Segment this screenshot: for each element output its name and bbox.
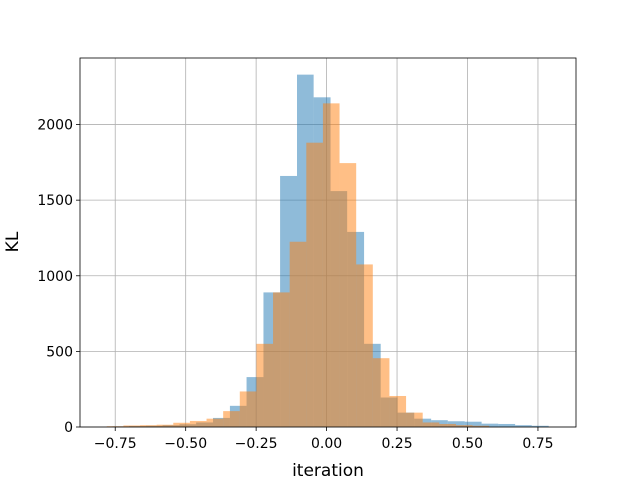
histogram-bar-series-2 [223, 411, 240, 427]
histogram-bar-series-2 [389, 395, 407, 427]
histogram-bar-series-2 [173, 422, 190, 427]
plot-frame [79, 57, 577, 428]
histogram-bar-series-2 [289, 241, 307, 427]
x-tick-label: −0.75 [94, 436, 137, 452]
histogram-bar-series-2 [472, 425, 490, 427]
histogram-bar-series-2 [406, 412, 423, 427]
histogram-bar-series-2 [206, 418, 224, 427]
x-tick-label: −0.25 [235, 436, 278, 452]
histogram-bar-series-1 [531, 425, 549, 427]
x-tick-label: 0.50 [452, 436, 483, 452]
histogram-bar-series-2 [372, 358, 390, 427]
histogram-bar-series-2 [189, 420, 207, 427]
histogram-bar-series-2 [306, 142, 323, 427]
histogram-bar-series-2 [356, 264, 373, 427]
histogram-bar-series-2 [156, 424, 174, 427]
histogram-bar-series-1 [481, 423, 499, 427]
histogram-bar-series-2 [439, 423, 456, 427]
y-tick-label: 2000 [37, 118, 73, 134]
histogram-bars [106, 74, 549, 428]
histogram-bar-series-1 [464, 421, 482, 427]
histogram-bar-series-2 [140, 425, 157, 427]
x-tick-label: 0.25 [381, 436, 412, 452]
histogram-bar-series-1 [498, 423, 516, 427]
histogram-bar-series-1 [431, 420, 448, 427]
histogram-bar-series-2 [123, 425, 141, 427]
histogram-bar-series-2 [422, 422, 440, 427]
x-axis-label: iteration [292, 461, 364, 480]
histogram-bar-series-2 [239, 391, 257, 427]
histogram-bar-series-1 [447, 421, 465, 427]
histogram-bar-series-2 [322, 103, 340, 428]
y-tick-label: 1500 [37, 193, 73, 209]
histogram-bar-series-2 [256, 343, 274, 427]
x-tick-label: −0.50 [164, 436, 207, 452]
x-tick-label: 0.00 [311, 436, 342, 452]
histogram-bar-series-2 [339, 163, 357, 428]
y-tick-label: 1000 [37, 269, 73, 285]
histogram-bar-series-2 [455, 425, 473, 427]
y-tick-label: 500 [46, 344, 73, 360]
histogram-bar-series-2 [273, 292, 290, 427]
x-tick-label: 0.75 [522, 436, 553, 452]
histogram-bar-series-1 [515, 425, 532, 427]
y-tick-label: 0 [64, 420, 73, 436]
x-axis-ticks: −0.75 −0.50 −0.25 0.00 0.25 0.50 0.75 [94, 427, 554, 452]
y-axis-ticks: 0 500 1000 1500 2000 [37, 118, 80, 436]
y-axis-label: KL [3, 231, 23, 252]
